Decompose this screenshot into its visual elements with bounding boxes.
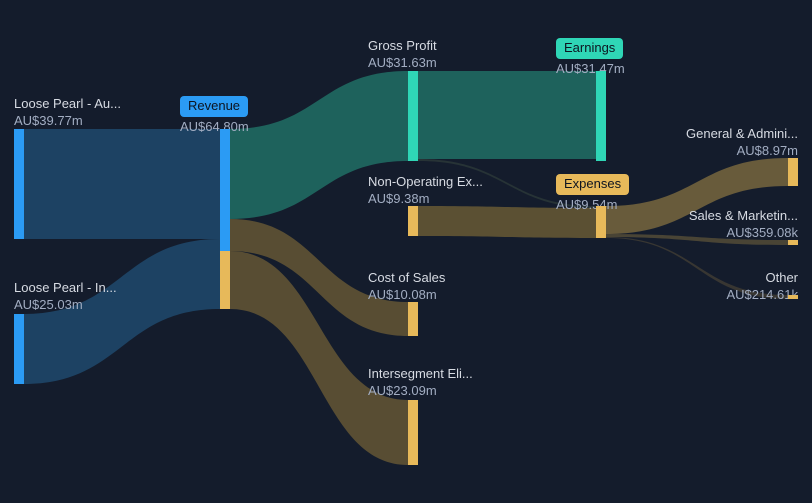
node-label-expenses: Expenses AU$9.54m (556, 174, 629, 214)
node-label-revenue: Revenue AU$64.80m (180, 96, 249, 136)
node-bar-revenue-top (220, 129, 230, 251)
node-label-earnings: Earnings AU$31.47m (556, 38, 625, 78)
node-label-gross-profit: Gross Profit AU$31.63m (368, 38, 437, 72)
node-label-loose-pearl-au: Loose Pearl - Au... AU$39.77m (14, 96, 121, 130)
node-value: AU$31.63m (368, 55, 437, 72)
node-title: Other (726, 270, 798, 287)
node-title: Sales & Marketin... (689, 208, 798, 225)
revenue-badge: Revenue (180, 96, 248, 117)
node-value: AU$9.38m (368, 191, 483, 208)
sankey-chart: { "chart": { "type": "sankey", "width": … (0, 0, 812, 503)
node-label-sales-mktg: Sales & Marketin... AU$359.08k (689, 208, 798, 242)
node-bar-earnings (596, 71, 606, 161)
node-value: AU$23.09m (368, 383, 473, 400)
node-title: Cost of Sales (368, 270, 445, 287)
node-bar-gross-profit (408, 71, 418, 161)
node-bar-loose-pearl-in (14, 314, 24, 384)
node-value: AU$31.47m (556, 61, 625, 78)
node-title: Non-Operating Ex... (368, 174, 483, 191)
node-bar-cost-of-sales (408, 302, 418, 336)
node-label-cost-of-sales: Cost of Sales AU$10.08m (368, 270, 445, 304)
node-value: AU$64.80m (180, 119, 249, 136)
sankey-link (24, 129, 220, 239)
node-value: AU$9.54m (556, 197, 629, 214)
node-title: Intersegment Eli... (368, 366, 473, 383)
node-title: Loose Pearl - In... (14, 280, 117, 297)
node-label-non-op-exp: Non-Operating Ex... AU$9.38m (368, 174, 483, 208)
node-bar-loose-pearl-au (14, 129, 24, 239)
node-label-intersegment: Intersegment Eli... AU$23.09m (368, 366, 473, 400)
node-title: General & Admini... (686, 126, 798, 143)
node-label-gen-admin: General & Admini... AU$8.97m (686, 126, 798, 160)
node-value: AU$359.08k (689, 225, 798, 242)
node-label-loose-pearl-in: Loose Pearl - In... AU$25.03m (14, 280, 117, 314)
node-title: Gross Profit (368, 38, 437, 55)
node-title: Loose Pearl - Au... (14, 96, 121, 113)
node-value: AU$25.03m (14, 297, 117, 314)
node-bar-intersegment (408, 400, 418, 465)
node-bar-gen-admin (788, 158, 798, 186)
node-bar-revenue-bot (220, 251, 230, 309)
node-bar-other (788, 295, 798, 299)
node-bar-expenses (596, 206, 606, 238)
earnings-badge: Earnings (556, 38, 623, 59)
node-value: AU$39.77m (14, 113, 121, 130)
node-value: AU$10.08m (368, 287, 445, 304)
sankey-link (418, 71, 596, 159)
expenses-badge: Expenses (556, 174, 629, 195)
sankey-links-layer (0, 0, 812, 503)
node-bar-sales-mktg (788, 240, 798, 245)
node-bar-non-op-exp (408, 206, 418, 236)
node-value: AU$8.97m (686, 143, 798, 160)
